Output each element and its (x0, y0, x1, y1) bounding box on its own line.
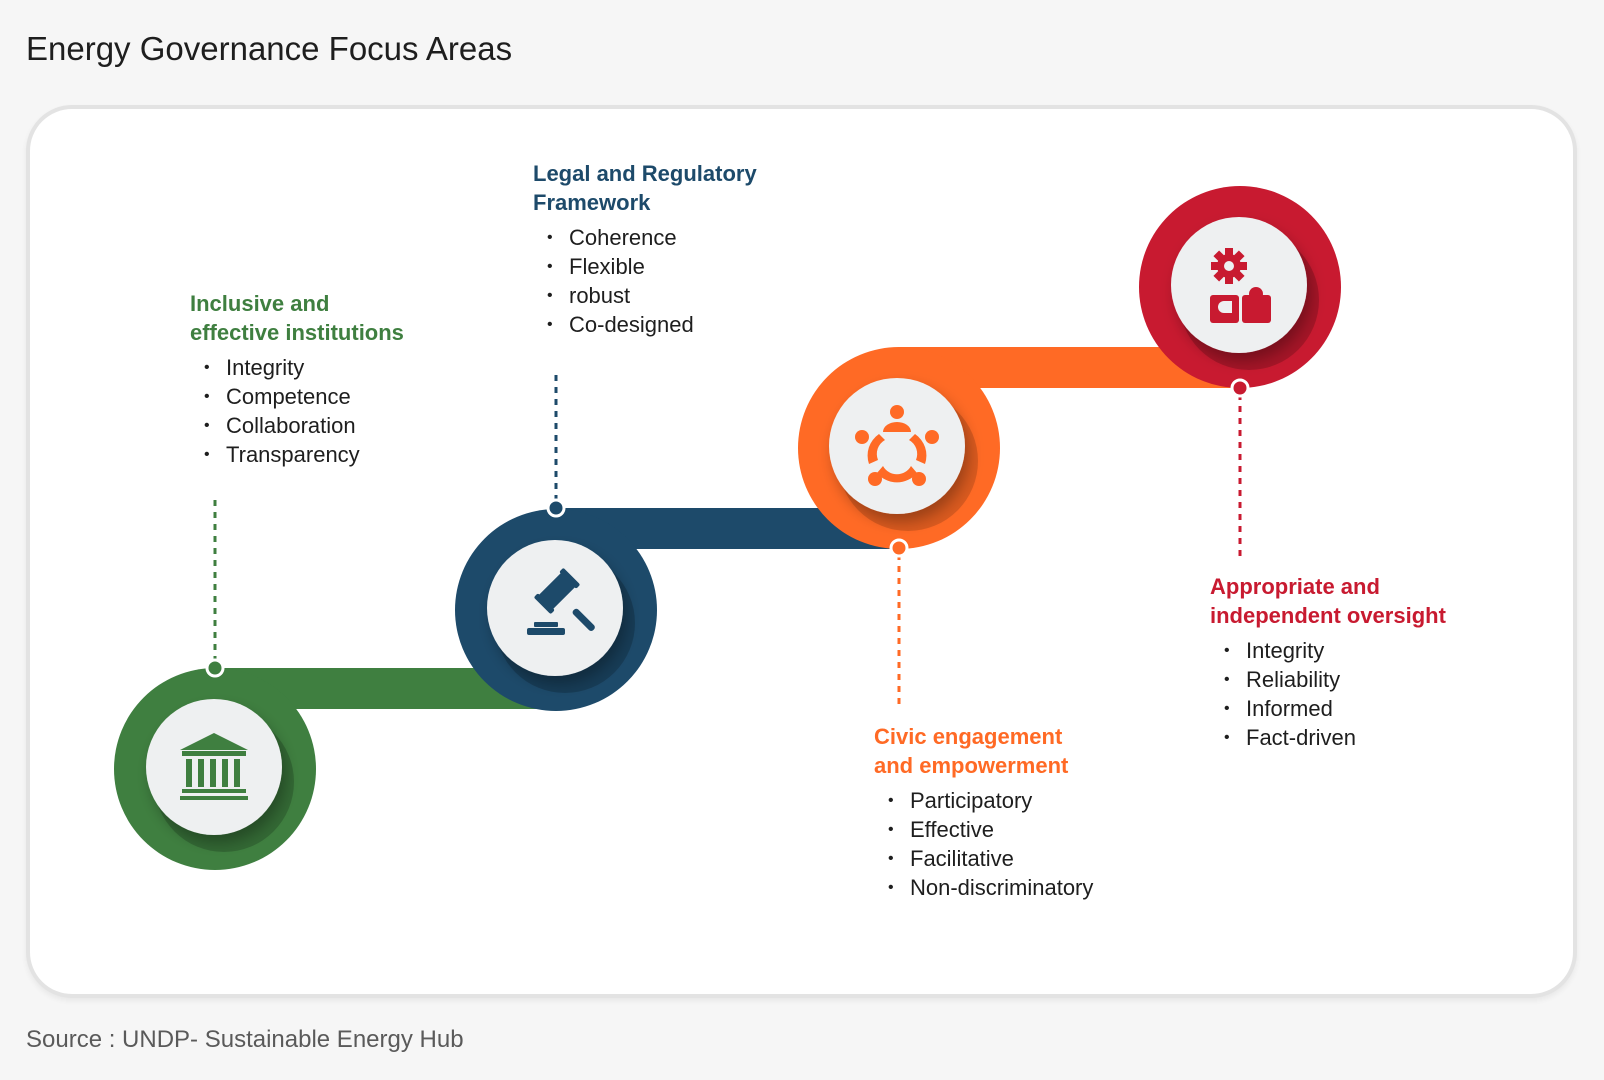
list-item: Collaboration (204, 411, 404, 440)
step-items: Integrity Competence Collaboration Trans… (204, 353, 404, 469)
page-title: Energy Governance Focus Areas (26, 30, 513, 67)
list-item: Coherence (547, 223, 757, 252)
list-item: Co-designed (547, 310, 757, 339)
icon-bg-red (1171, 217, 1307, 353)
list-item: Integrity (204, 353, 404, 382)
step-title: Legal and Regulatory Framework (533, 161, 757, 215)
list-item: Flexible (547, 252, 757, 281)
step-civic-engagement: Civic engagement and empowerment Partici… (874, 722, 1093, 902)
step-independent-oversight: Appropriate and independent oversight In… (1210, 572, 1446, 752)
institution-building-icon (180, 733, 248, 800)
people-circle-icon (855, 405, 939, 486)
dot-red (1230, 378, 1250, 398)
list-item: Integrity (1224, 636, 1446, 665)
list-item: Fact-driven (1224, 723, 1446, 752)
list-item: Participatory (888, 786, 1093, 815)
list-item: Non-discriminatory (888, 873, 1093, 902)
step-title: Civic engagement and empowerment (874, 724, 1069, 778)
step-inclusive-institutions: Inclusive and effective institutions Int… (190, 289, 404, 469)
gear-puzzle-icon (1210, 248, 1271, 323)
step-items: Participatory Effective Facilitative Non… (888, 786, 1093, 902)
step-items: Coherence Flexible robust Co-designed (547, 223, 757, 339)
step-items: Integrity Reliability Informed Fact-driv… (1224, 636, 1446, 752)
step-legal-framework: Legal and Regulatory Framework Coherence… (533, 159, 757, 339)
step-title: Appropriate and independent oversight (1210, 574, 1446, 628)
list-item: Reliability (1224, 665, 1446, 694)
source-note: Source : UNDP- Sustainable Energy Hub (26, 1026, 464, 1053)
list-item: robust (547, 281, 757, 310)
dot-orange (889, 538, 909, 558)
dot-blue (546, 498, 566, 518)
icon-bg-blue (487, 540, 623, 676)
gavel-icon (527, 568, 595, 635)
step-title: Inclusive and effective institutions (190, 291, 404, 345)
list-item: Transparency (204, 440, 404, 469)
list-item: Informed (1224, 694, 1446, 723)
list-item: Competence (204, 382, 404, 411)
dot-green (205, 658, 225, 678)
list-item: Facilitative (888, 844, 1093, 873)
icon-bg-orange (829, 378, 965, 514)
list-item: Effective (888, 815, 1093, 844)
